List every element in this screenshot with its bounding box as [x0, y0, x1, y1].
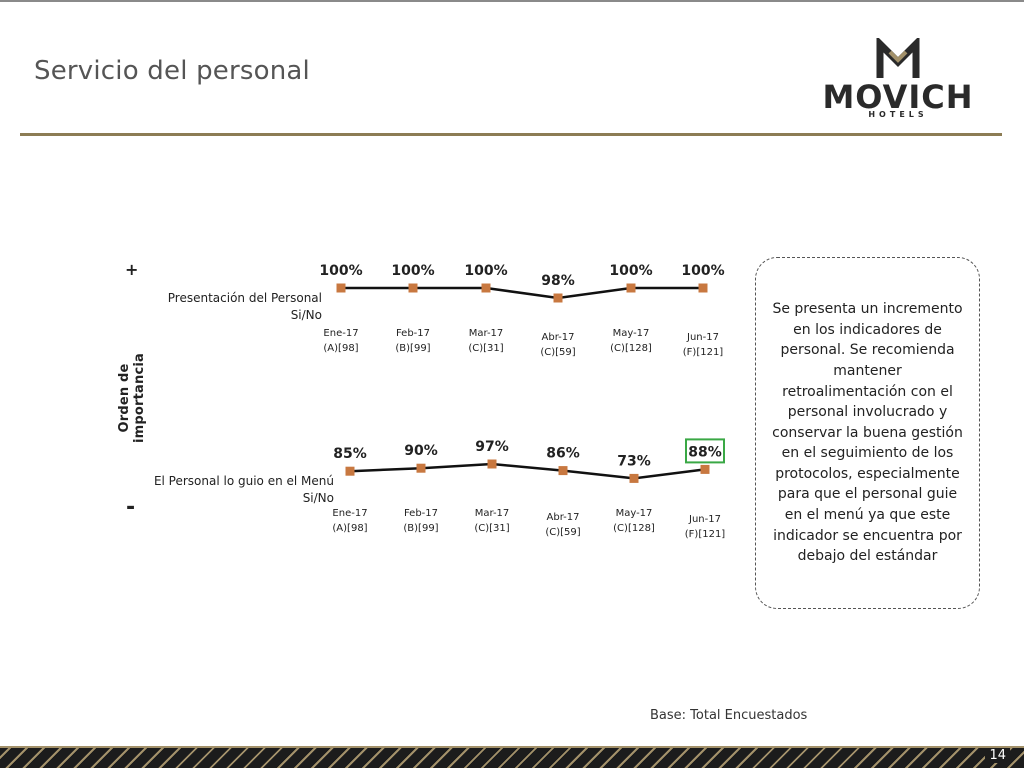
data-point-marker — [345, 466, 355, 476]
data-label: 73% — [617, 453, 651, 469]
x-tick-sublabel: (C)[59] — [545, 527, 580, 538]
page-title: Servicio del personal — [34, 56, 310, 86]
x-tick-label: Mar-17 — [469, 328, 504, 339]
x-tick-label: May-17 — [613, 328, 650, 339]
axis-minus-sign: - — [126, 495, 136, 520]
x-tick-sublabel: (C)[128] — [613, 523, 655, 534]
x-tick-label: May-17 — [616, 508, 653, 519]
logo-subtitle: HOTELS — [868, 110, 928, 119]
x-tick-label: Abr-17 — [542, 332, 575, 343]
row-label-line1: Presentación del Personal — [167, 291, 322, 305]
data-point-marker — [629, 473, 639, 483]
x-tick-label: Mar-17 — [475, 508, 510, 519]
data-label: 98% — [541, 273, 575, 289]
x-tick-sublabel: (C)[31] — [474, 523, 509, 534]
logo-wordmark: MOVICH — [822, 78, 974, 116]
data-label: 100% — [609, 263, 652, 279]
x-tick-sublabel: (A)[98] — [323, 343, 358, 354]
data-point-marker — [700, 464, 710, 474]
x-tick-sublabel: (F)[121] — [685, 529, 726, 540]
x-tick-label: Feb-17 — [396, 328, 430, 339]
data-label: 100% — [319, 263, 362, 279]
x-tick-sublabel: (C)[59] — [540, 347, 575, 358]
header-divider — [20, 133, 1002, 136]
recommendation-callout: Se presenta un incremento en los indicad… — [755, 257, 980, 609]
data-point-marker — [698, 283, 708, 293]
top-border — [0, 0, 1024, 2]
data-point-marker — [336, 283, 346, 293]
data-label: 85% — [333, 446, 367, 462]
data-point-marker — [553, 293, 563, 303]
page-number: 14 — [985, 748, 1010, 763]
x-tick-label: Ene-17 — [332, 508, 367, 519]
x-tick-sublabel: (B)[99] — [403, 523, 438, 534]
data-label: 100% — [464, 263, 507, 279]
x-tick-sublabel: (C)[31] — [468, 343, 503, 354]
series-line — [349, 462, 706, 480]
row-label-menu: El Personal lo guio en el Menú Si/No — [140, 473, 334, 507]
row-label-line1: El Personal lo guio en el Menú — [153, 474, 334, 488]
movich-logo: MOVICH HOTELS — [810, 35, 990, 124]
recommendation-text: Se presenta un incremento en los indicad… — [772, 301, 963, 565]
base-note: Base: Total Encuestados — [650, 708, 808, 723]
row-label-line2: Si/No — [290, 308, 322, 322]
data-point-marker — [481, 283, 491, 293]
axis-plus-sign: + — [125, 260, 139, 279]
x-tick-sublabel: (B)[99] — [395, 343, 430, 354]
row-label-presentacion: Presentación del Personal Si/No — [150, 290, 322, 324]
logo-mark-icon — [876, 35, 920, 78]
data-point-marker — [416, 463, 426, 473]
x-tick-sublabel: (A)[98] — [332, 523, 367, 534]
row-label-line2: Si/No — [302, 491, 334, 505]
data-label: 86% — [546, 446, 580, 462]
x-tick-label: Abr-17 — [547, 512, 580, 523]
x-tick-label: Feb-17 — [404, 508, 438, 519]
x-tick-sublabel: (F)[121] — [683, 347, 724, 358]
data-label: 88% — [688, 444, 722, 460]
x-tick-label: Jun-17 — [688, 514, 721, 525]
series-line — [341, 286, 703, 300]
data-point-marker — [558, 466, 568, 476]
data-label: 90% — [404, 443, 438, 459]
footer-pattern — [0, 746, 1024, 768]
highlight-box — [685, 438, 725, 464]
x-tick-label: Jun-17 — [686, 332, 719, 343]
data-label: 100% — [681, 263, 724, 279]
data-point-marker — [487, 459, 497, 469]
x-tick-sublabel: (C)[128] — [610, 343, 652, 354]
x-tick-label: Ene-17 — [323, 328, 358, 339]
data-point-marker — [408, 283, 418, 293]
data-label: 100% — [391, 263, 434, 279]
data-label: 97% — [475, 439, 509, 455]
data-point-marker — [626, 283, 636, 293]
